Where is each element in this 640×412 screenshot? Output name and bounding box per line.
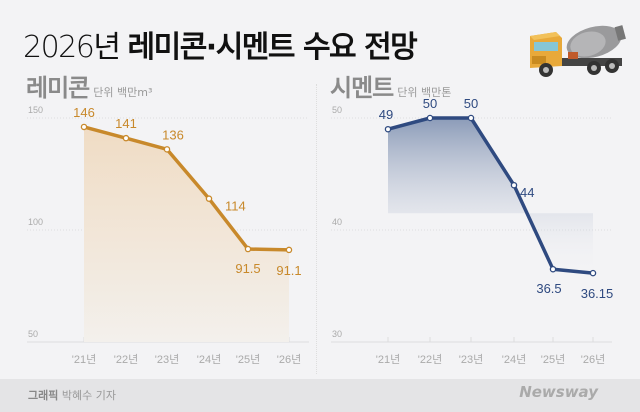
- x-tick: '21년: [376, 353, 400, 366]
- newsway-logo: Newsway: [519, 383, 598, 401]
- data-label: 36.15: [581, 286, 614, 301]
- mixer-truck-icon: [524, 22, 634, 88]
- area-fill: [388, 118, 593, 274]
- panel-title: 레미콘: [26, 74, 90, 102]
- data-label: 91.1: [276, 263, 301, 278]
- area-fill: [84, 126, 289, 343]
- x-tick: '22년: [418, 353, 442, 366]
- data-point: [510, 181, 518, 189]
- title-year: 2026년: [23, 30, 121, 65]
- title-main: 레미콘·시멘트 수요 전망: [127, 30, 418, 65]
- y-tick: 100: [28, 217, 43, 227]
- data-point: [122, 134, 130, 142]
- data-point: [589, 269, 597, 277]
- y-tick: 50: [332, 105, 342, 115]
- cement-chart: 30 40 50 '21년 '22년 '23년 '24년 '25년 '26년 49 50 50 44 36…: [331, 96, 614, 366]
- data-label: 50: [423, 96, 437, 111]
- x-tick: '25년: [541, 353, 565, 366]
- data-point: [549, 265, 557, 273]
- x-tick: '23년: [155, 353, 179, 366]
- panel-unit: 단위 백만m³: [93, 86, 153, 99]
- data-point: [426, 114, 434, 122]
- data-label: 91.5: [235, 261, 260, 276]
- data-label: 114: [225, 199, 246, 214]
- panel-divider: [316, 84, 317, 374]
- data-label: 146: [73, 105, 95, 120]
- data-label: 44: [520, 185, 534, 200]
- panel-header-cement: 시멘트 단위 백만톤: [330, 68, 451, 103]
- data-point: [285, 246, 293, 254]
- footer: 그래픽 박혜수 기자 Newsway: [0, 379, 640, 412]
- panel-unit: 단위 백만톤: [397, 86, 452, 99]
- remicon-chart: 50 100 150 '21년 '22년 '23년 '24년 '25년 '26년 146 141 13…: [27, 105, 309, 366]
- panel-title: 시멘트: [330, 74, 394, 102]
- data-label: 49: [379, 107, 393, 122]
- credit-label: 그래픽: [28, 389, 59, 402]
- credit-name: 박혜수 기자: [61, 389, 116, 402]
- x-tick: '24년: [502, 353, 526, 366]
- credit: 그래픽 박혜수 기자: [28, 387, 116, 403]
- y-tick: 30: [332, 329, 342, 339]
- data-point: [163, 146, 171, 153]
- series-line: [83, 125, 290, 252]
- y-tick: 150: [28, 105, 43, 115]
- data-label: 141: [115, 116, 137, 131]
- data-point: [384, 125, 392, 133]
- x-tick: '21년: [72, 353, 96, 366]
- y-tick: 50: [28, 329, 38, 339]
- page-title: 2026년 레미콘·시멘트 수요 전망: [23, 22, 418, 66]
- data-point: [80, 123, 88, 131]
- data-label: 136: [162, 127, 184, 142]
- panel-header-remicon: 레미콘 단위 백만m³: [26, 68, 152, 103]
- x-tick: '25년: [236, 353, 260, 366]
- x-tick: '23년: [459, 353, 483, 366]
- data-point: [467, 114, 475, 122]
- series-line: [387, 116, 594, 275]
- data-label: 50: [464, 96, 478, 111]
- data-point: [244, 245, 252, 253]
- x-tick: '26년: [581, 353, 605, 366]
- x-tick: '24년: [197, 353, 221, 366]
- data-label: 36.5: [536, 281, 561, 296]
- y-tick: 40: [332, 217, 342, 227]
- data-point: [205, 195, 213, 202]
- x-tick: '26년: [277, 353, 301, 366]
- x-tick: '22년: [114, 353, 138, 366]
